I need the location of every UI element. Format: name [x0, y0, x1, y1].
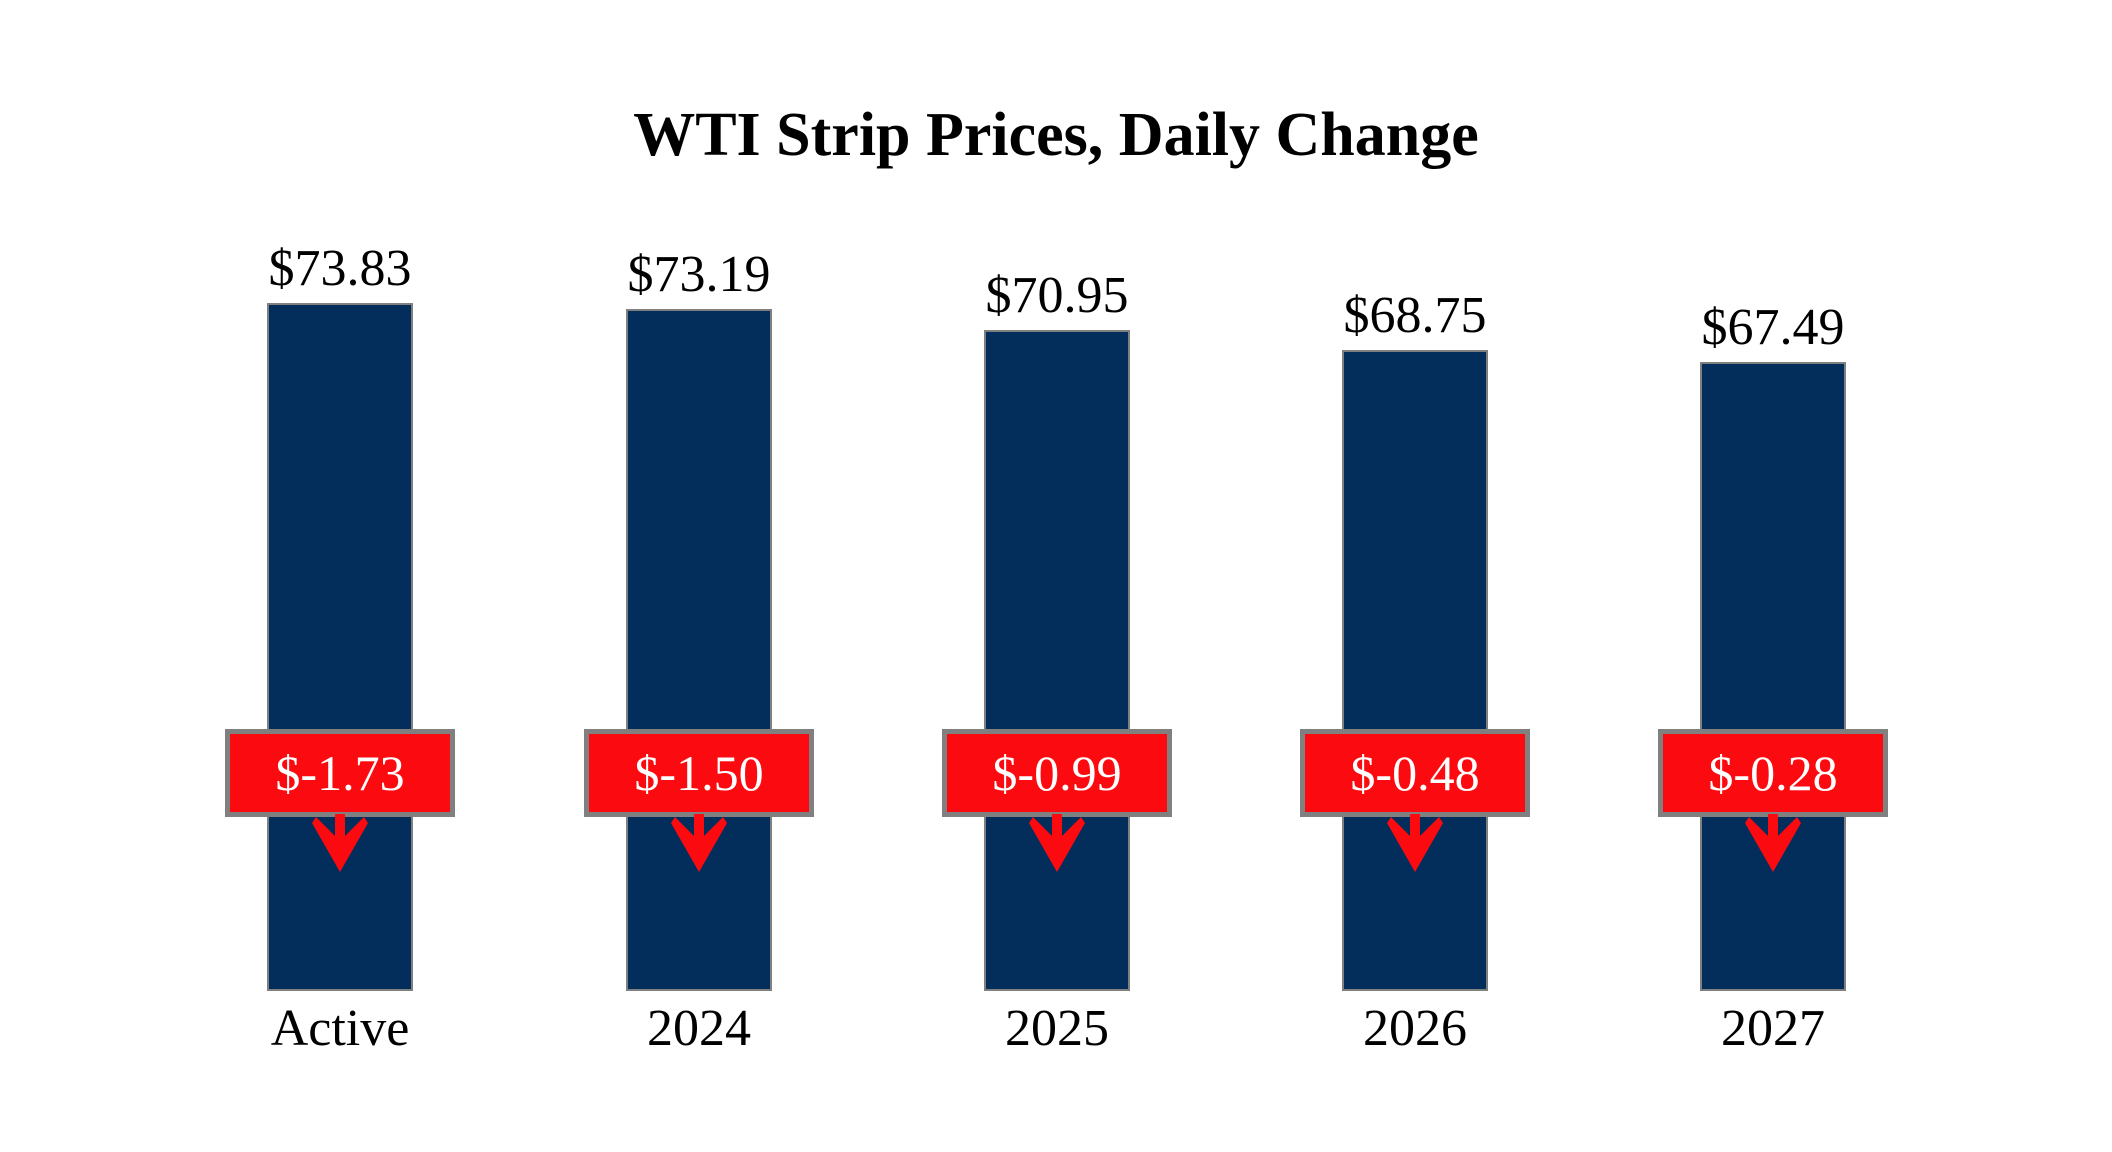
daily-change-badge: $-0.99 — [942, 729, 1172, 817]
down-arrow-icon — [1029, 814, 1085, 872]
chart-title: WTI Strip Prices, Daily Change — [633, 101, 1479, 169]
price-bar — [984, 330, 1130, 991]
price-bar — [267, 303, 413, 991]
price-value-label: $73.83 — [268, 240, 412, 297]
bar-group: $73.19 $-1.50 2024 — [584, 0, 814, 1152]
bar-group: $73.83 $-1.73 Active — [225, 0, 455, 1152]
price-bar — [1700, 362, 1846, 991]
price-value-label: $70.95 — [985, 267, 1129, 324]
down-arrow-icon — [312, 814, 368, 872]
down-arrow-icon — [1387, 814, 1443, 872]
bar-group: $68.75 $-0.48 2026 — [1300, 0, 1530, 1152]
daily-change-badge: $-1.50 — [584, 729, 814, 817]
daily-change-badge: $-0.28 — [1658, 729, 1888, 817]
bar-group: $70.95 $-0.99 2025 — [942, 0, 1172, 1152]
daily-change-badge: $-0.48 — [1300, 729, 1530, 817]
category-label: 2025 — [1005, 1000, 1109, 1057]
price-value-label: $67.49 — [1701, 299, 1845, 356]
category-label: 2027 — [1721, 1000, 1825, 1057]
price-bar — [626, 309, 772, 991]
price-value-label: $68.75 — [1343, 287, 1487, 344]
category-label: 2026 — [1363, 1000, 1467, 1057]
category-label: Active — [270, 1000, 410, 1057]
price-bar — [1342, 350, 1488, 991]
price-value-label: $73.19 — [627, 246, 771, 303]
daily-change-badge: $-1.73 — [225, 729, 455, 817]
down-arrow-icon — [671, 814, 727, 872]
bar-group: $67.49 $-0.28 2027 — [1658, 0, 1888, 1152]
category-label: 2024 — [647, 1000, 751, 1057]
down-arrow-icon — [1745, 814, 1801, 872]
